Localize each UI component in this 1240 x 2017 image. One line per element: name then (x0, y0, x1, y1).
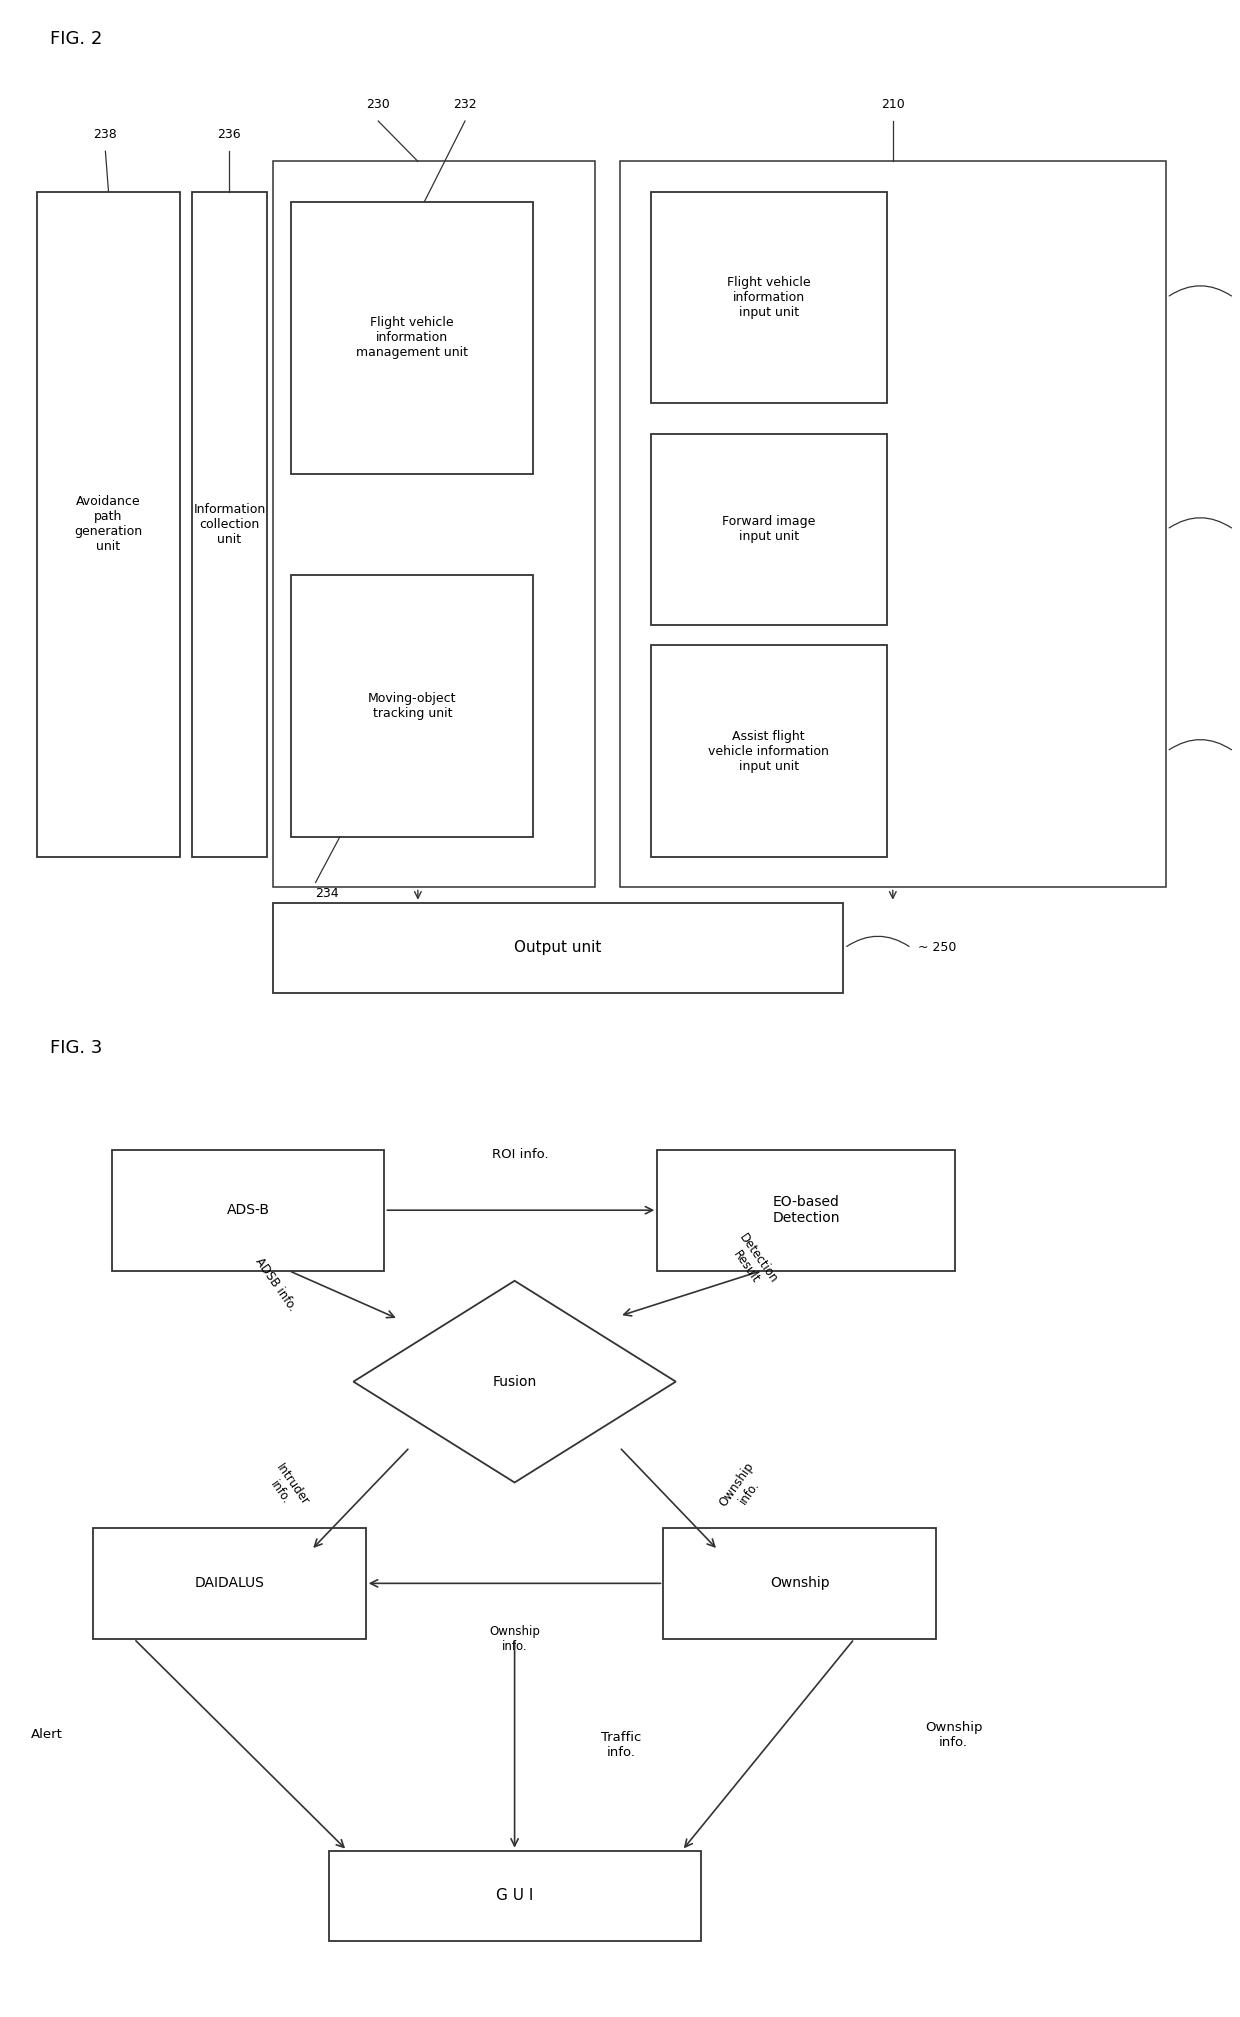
FancyBboxPatch shape (329, 1852, 701, 1940)
Text: Detection
Result: Detection Result (724, 1232, 780, 1295)
FancyBboxPatch shape (112, 1150, 384, 1271)
Text: Traffic
info.: Traffic info. (601, 1731, 642, 1759)
Text: 232: 232 (453, 99, 477, 111)
FancyBboxPatch shape (291, 202, 533, 474)
FancyBboxPatch shape (273, 904, 843, 992)
FancyBboxPatch shape (37, 192, 180, 857)
Text: Intruder
info.: Intruder info. (260, 1460, 311, 1517)
FancyBboxPatch shape (651, 645, 887, 857)
Text: G U I: G U I (496, 1888, 533, 1904)
FancyBboxPatch shape (657, 1150, 955, 1271)
Text: Output unit: Output unit (515, 940, 601, 956)
Text: EO-based
Detection: EO-based Detection (773, 1196, 839, 1224)
FancyBboxPatch shape (663, 1529, 936, 1638)
Text: Ownship: Ownship (770, 1577, 830, 1589)
FancyBboxPatch shape (192, 192, 267, 857)
Text: 234: 234 (315, 887, 340, 900)
Text: Ownship
info.: Ownship info. (489, 1626, 541, 1652)
FancyBboxPatch shape (651, 434, 887, 625)
Text: FIG. 2: FIG. 2 (50, 30, 102, 48)
Polygon shape (353, 1281, 676, 1482)
Text: FIG. 3: FIG. 3 (50, 1039, 102, 1057)
Text: ADSB info.: ADSB info. (253, 1257, 299, 1313)
Text: Avoidance
path
generation
unit: Avoidance path generation unit (74, 496, 143, 553)
Text: Moving-object
tracking unit: Moving-object tracking unit (368, 692, 456, 720)
Text: Ownship
info.: Ownship info. (717, 1460, 769, 1517)
Text: Alert: Alert (31, 1729, 63, 1741)
Text: 238: 238 (93, 129, 118, 141)
FancyBboxPatch shape (620, 161, 1166, 887)
Text: DAIDALUS: DAIDALUS (195, 1577, 264, 1589)
Text: Ownship
info.: Ownship info. (925, 1721, 982, 1749)
Text: Forward image
input unit: Forward image input unit (722, 516, 816, 543)
Text: ROI info.: ROI info. (492, 1148, 549, 1162)
Text: Flight vehicle
information
management unit: Flight vehicle information management un… (356, 317, 469, 359)
FancyBboxPatch shape (273, 161, 595, 887)
FancyBboxPatch shape (291, 575, 533, 837)
Text: ~ 250: ~ 250 (918, 942, 956, 954)
Text: ADS-B: ADS-B (227, 1204, 269, 1216)
Text: Information
collection
unit: Information collection unit (193, 502, 265, 547)
FancyBboxPatch shape (93, 1529, 366, 1638)
Text: Fusion: Fusion (492, 1376, 537, 1388)
Text: 210: 210 (880, 99, 905, 111)
Text: Assist flight
vehicle information
input unit: Assist flight vehicle information input … (708, 730, 830, 773)
Text: Flight vehicle
information
input unit: Flight vehicle information input unit (727, 276, 811, 319)
Text: 236: 236 (217, 129, 242, 141)
FancyBboxPatch shape (651, 192, 887, 403)
Text: 230: 230 (366, 99, 391, 111)
